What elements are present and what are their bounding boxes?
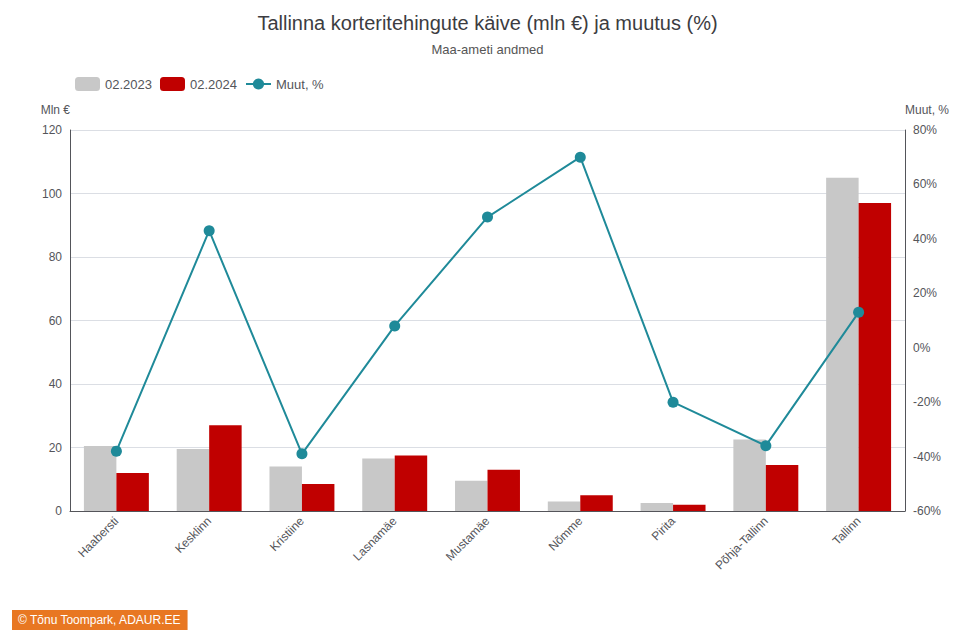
- svg-text:80: 80: [49, 250, 63, 264]
- svg-text:Kristiine: Kristiine: [267, 514, 307, 554]
- svg-text:Maa-ameti andmed: Maa-ameti andmed: [432, 42, 544, 57]
- svg-text:20: 20: [49, 441, 63, 455]
- svg-text:80%: 80%: [913, 123, 937, 137]
- svg-text:02.2024: 02.2024: [190, 77, 237, 92]
- svg-text:40: 40: [49, 377, 63, 391]
- svg-text:Tallinna korteritehingute käiv: Tallinna korteritehingute käive (mln €) …: [257, 12, 717, 34]
- svg-text:0%: 0%: [913, 341, 931, 355]
- svg-text:Tallinn: Tallinn: [830, 514, 864, 548]
- svg-text:100: 100: [42, 187, 62, 201]
- svg-text:© Tõnu Toompark, ADAUR.EE: © Tõnu Toompark, ADAUR.EE: [18, 613, 180, 627]
- svg-text:Nõmme: Nõmme: [546, 514, 586, 554]
- svg-text:Haabersti: Haabersti: [75, 514, 121, 560]
- svg-text:40%: 40%: [913, 232, 937, 246]
- svg-text:Põhja-Tallinn: Põhja-Tallinn: [712, 514, 770, 572]
- svg-text:-20%: -20%: [913, 395, 941, 409]
- svg-text:60%: 60%: [913, 177, 937, 191]
- svg-text:-60%: -60%: [913, 504, 941, 518]
- svg-text:120: 120: [42, 123, 62, 137]
- svg-text:20%: 20%: [913, 286, 937, 300]
- svg-text:Pirita: Pirita: [649, 514, 678, 543]
- svg-text:0: 0: [55, 504, 62, 518]
- svg-text:Kesklinn: Kesklinn: [172, 514, 214, 556]
- svg-text:Muut, %: Muut, %: [905, 103, 949, 117]
- svg-text:Mln €: Mln €: [41, 103, 71, 117]
- svg-text:Lasnamäe: Lasnamäe: [350, 514, 400, 564]
- svg-text:60: 60: [49, 314, 63, 328]
- svg-text:-40%: -40%: [913, 450, 941, 464]
- svg-text:Mustamäe: Mustamäe: [443, 514, 493, 564]
- svg-text:02.2023: 02.2023: [105, 77, 152, 92]
- svg-text:Muut, %: Muut, %: [276, 77, 324, 92]
